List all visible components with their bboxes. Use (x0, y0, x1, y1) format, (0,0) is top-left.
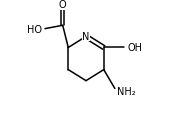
Text: HO: HO (27, 24, 42, 34)
Text: O: O (59, 0, 67, 10)
Text: OH: OH (127, 43, 142, 53)
Text: NH₂: NH₂ (117, 86, 136, 96)
Text: N: N (82, 32, 90, 41)
